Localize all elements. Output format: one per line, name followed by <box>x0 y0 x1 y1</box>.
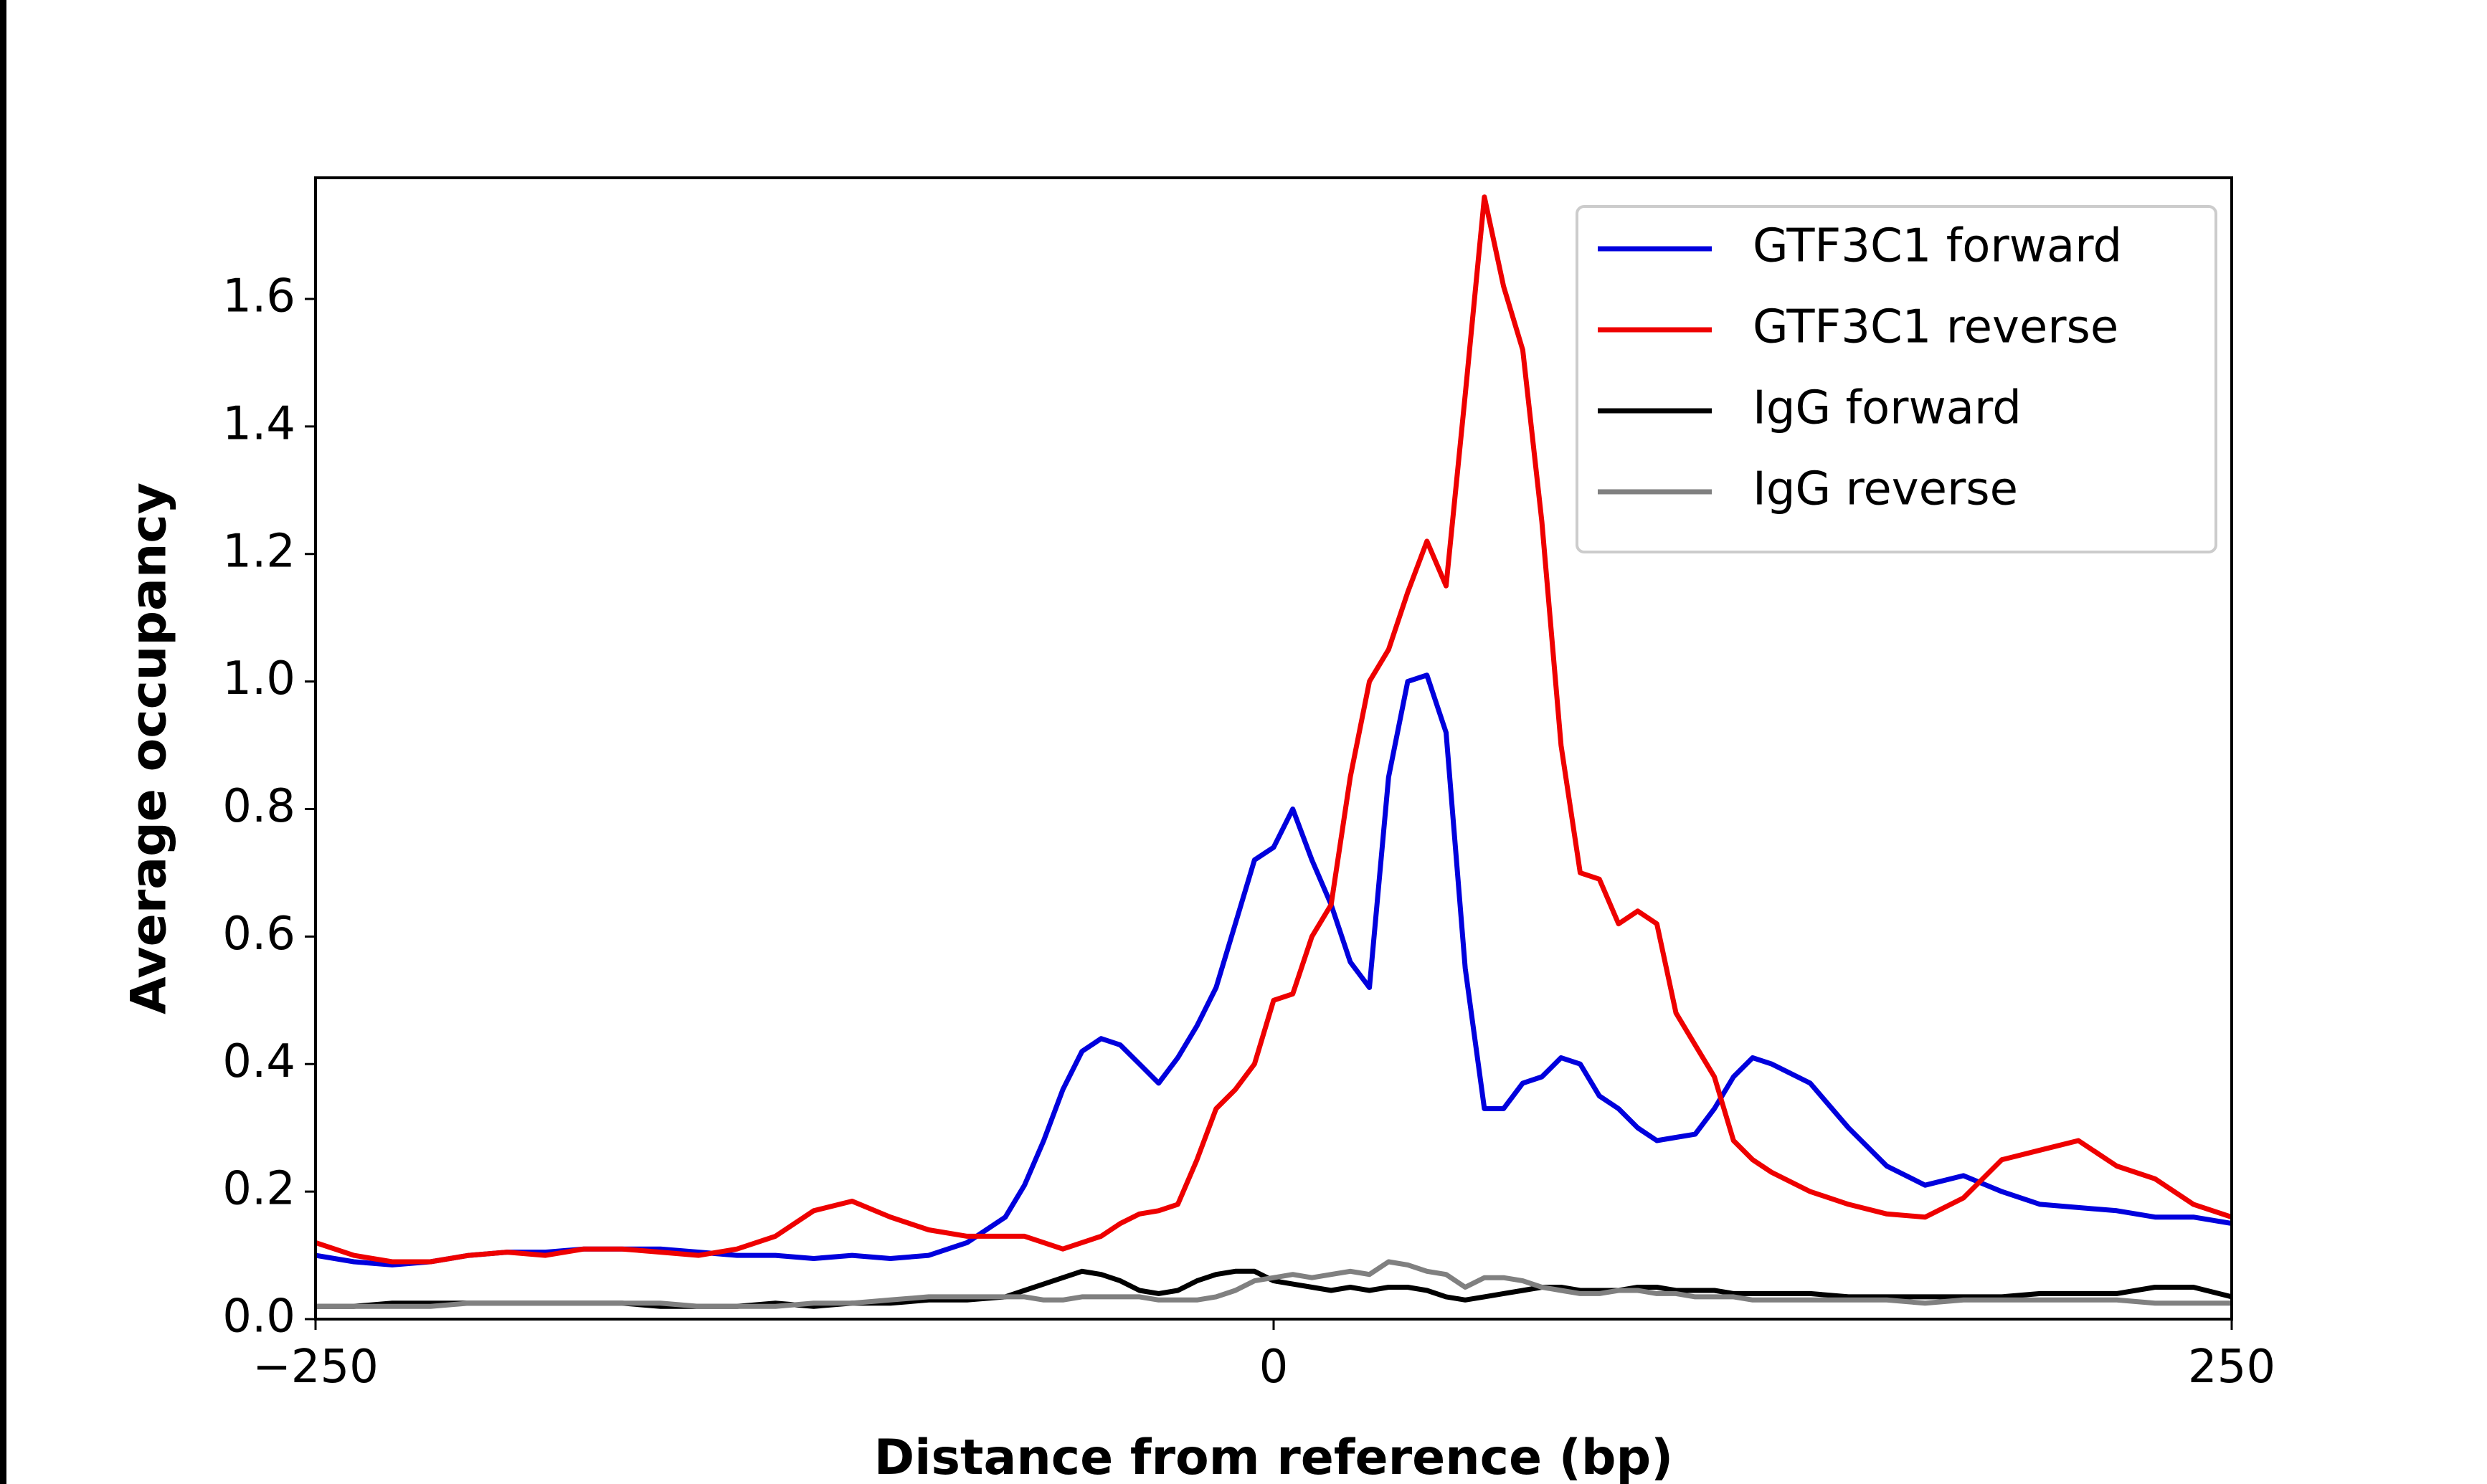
y-tick-label: 0.2 <box>222 1163 295 1216</box>
legend-label: IgG reverse <box>1753 463 2018 516</box>
y-tick-label: 1.0 <box>222 652 295 705</box>
y-tick-label: 1.4 <box>222 397 295 450</box>
legend-label: IgG forward <box>1753 382 2022 435</box>
y-axis-label: Average occupancy <box>121 482 178 1014</box>
data-line <box>316 1259 2232 1309</box>
y-tick-label: 0.0 <box>222 1290 295 1343</box>
x-tick-label: −250 <box>252 1341 379 1394</box>
y-tick-label: 0.6 <box>222 908 295 961</box>
x-tick-label: 0 <box>1259 1341 1289 1394</box>
legend-label: GTF3C1 forward <box>1753 220 2122 273</box>
legend-label: GTF3C1 reverse <box>1753 301 2118 354</box>
y-tick-label: 1.2 <box>222 525 295 578</box>
data-line <box>316 194 2232 1265</box>
y-tick-label: 0.4 <box>222 1035 295 1088</box>
plot-frame <box>314 176 2233 1321</box>
x-axis-label: Distance from reference (bp) <box>874 1430 1674 1484</box>
x-tick-label: 250 <box>2188 1341 2275 1394</box>
legend-box <box>1576 205 2217 553</box>
left-border <box>0 0 6 1484</box>
y-tick-label: 1.6 <box>222 270 295 323</box>
y-tick-label: 0.8 <box>222 780 295 833</box>
